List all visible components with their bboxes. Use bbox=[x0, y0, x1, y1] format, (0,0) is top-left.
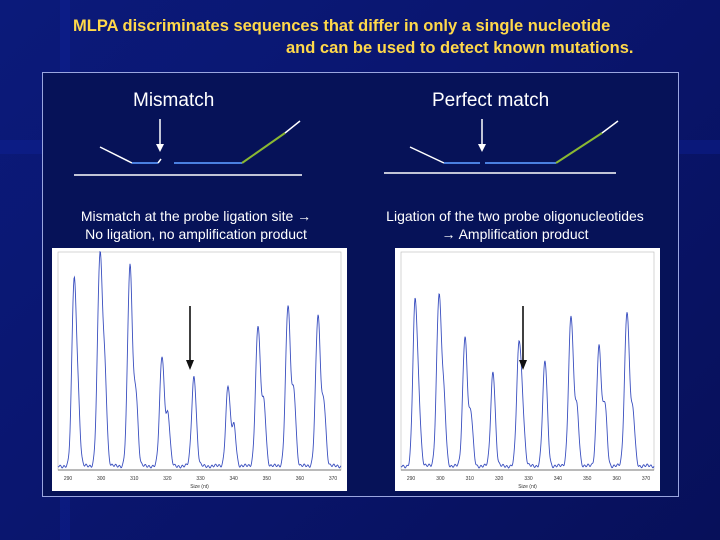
tick-label: 370 bbox=[329, 476, 338, 482]
caption-line: No ligation, no amplification product bbox=[85, 226, 307, 242]
tick-label: 320 bbox=[163, 476, 172, 482]
right-probe-green bbox=[241, 132, 286, 164]
tick-label: 300 bbox=[436, 476, 445, 482]
mismatch-diagram bbox=[74, 119, 302, 176]
tick-label: 350 bbox=[583, 476, 592, 482]
perfect-match-electropherogram: 290 300 310 320 330 340 350 360 370 Size (nt) bbox=[395, 248, 660, 491]
caption-line: Mismatch at the probe ligation site → bbox=[80, 208, 312, 224]
perfect-match-caption: Ligation of the two probe oligonucleotid… bbox=[368, 207, 662, 243]
tick-label: 360 bbox=[296, 476, 305, 482]
tick-label: 290 bbox=[64, 476, 73, 482]
right-probe-tail bbox=[601, 120, 619, 134]
left-probe-tail bbox=[409, 146, 445, 164]
caption-line: → Amplification product bbox=[441, 226, 589, 242]
tick-label: 360 bbox=[612, 476, 621, 482]
trace-line bbox=[400, 293, 655, 469]
axis-label: Size (nt) bbox=[190, 484, 209, 490]
tick-label: 340 bbox=[554, 476, 563, 482]
trace-line bbox=[57, 250, 342, 469]
tick-label: 310 bbox=[466, 476, 475, 482]
tick-label: 370 bbox=[642, 476, 651, 482]
left-probe-tail bbox=[99, 146, 133, 164]
perfect-match-diagram bbox=[384, 119, 619, 174]
mismatch-caption: Mismatch at the probe ligation site → No… bbox=[62, 207, 330, 243]
plot-frame bbox=[400, 251, 655, 471]
plot-frame bbox=[57, 251, 342, 471]
title-line-1: MLPA discriminates sequences that differ… bbox=[73, 17, 611, 35]
arrow-head bbox=[186, 360, 194, 370]
perfect-match-heading: Perfect match bbox=[432, 90, 550, 111]
mismatched-end bbox=[157, 158, 162, 164]
arrow-head bbox=[519, 360, 527, 370]
tick-label: 330 bbox=[524, 476, 533, 482]
mismatch-electropherogram: 290 300 310 320 330 340 350 360 370 Size (nt) bbox=[52, 248, 347, 491]
arrow-head bbox=[156, 144, 164, 152]
right-probe-green bbox=[555, 132, 603, 164]
tick-label: 300 bbox=[97, 476, 106, 482]
tick-label: 350 bbox=[263, 476, 272, 482]
arrow-head bbox=[478, 144, 486, 152]
tick-label: 290 bbox=[407, 476, 416, 482]
mismatch-heading: Mismatch bbox=[133, 90, 215, 111]
caption-line: Ligation of the two probe oligonucleotid… bbox=[386, 208, 644, 224]
tick-label: 320 bbox=[495, 476, 504, 482]
axis-label: Size (nt) bbox=[518, 484, 537, 490]
tick-label: 330 bbox=[196, 476, 205, 482]
title-line-2: and can be used to detect known mutation… bbox=[286, 39, 634, 57]
right-probe-tail bbox=[284, 120, 301, 134]
tick-label: 340 bbox=[229, 476, 238, 482]
tick-label: 310 bbox=[130, 476, 139, 482]
